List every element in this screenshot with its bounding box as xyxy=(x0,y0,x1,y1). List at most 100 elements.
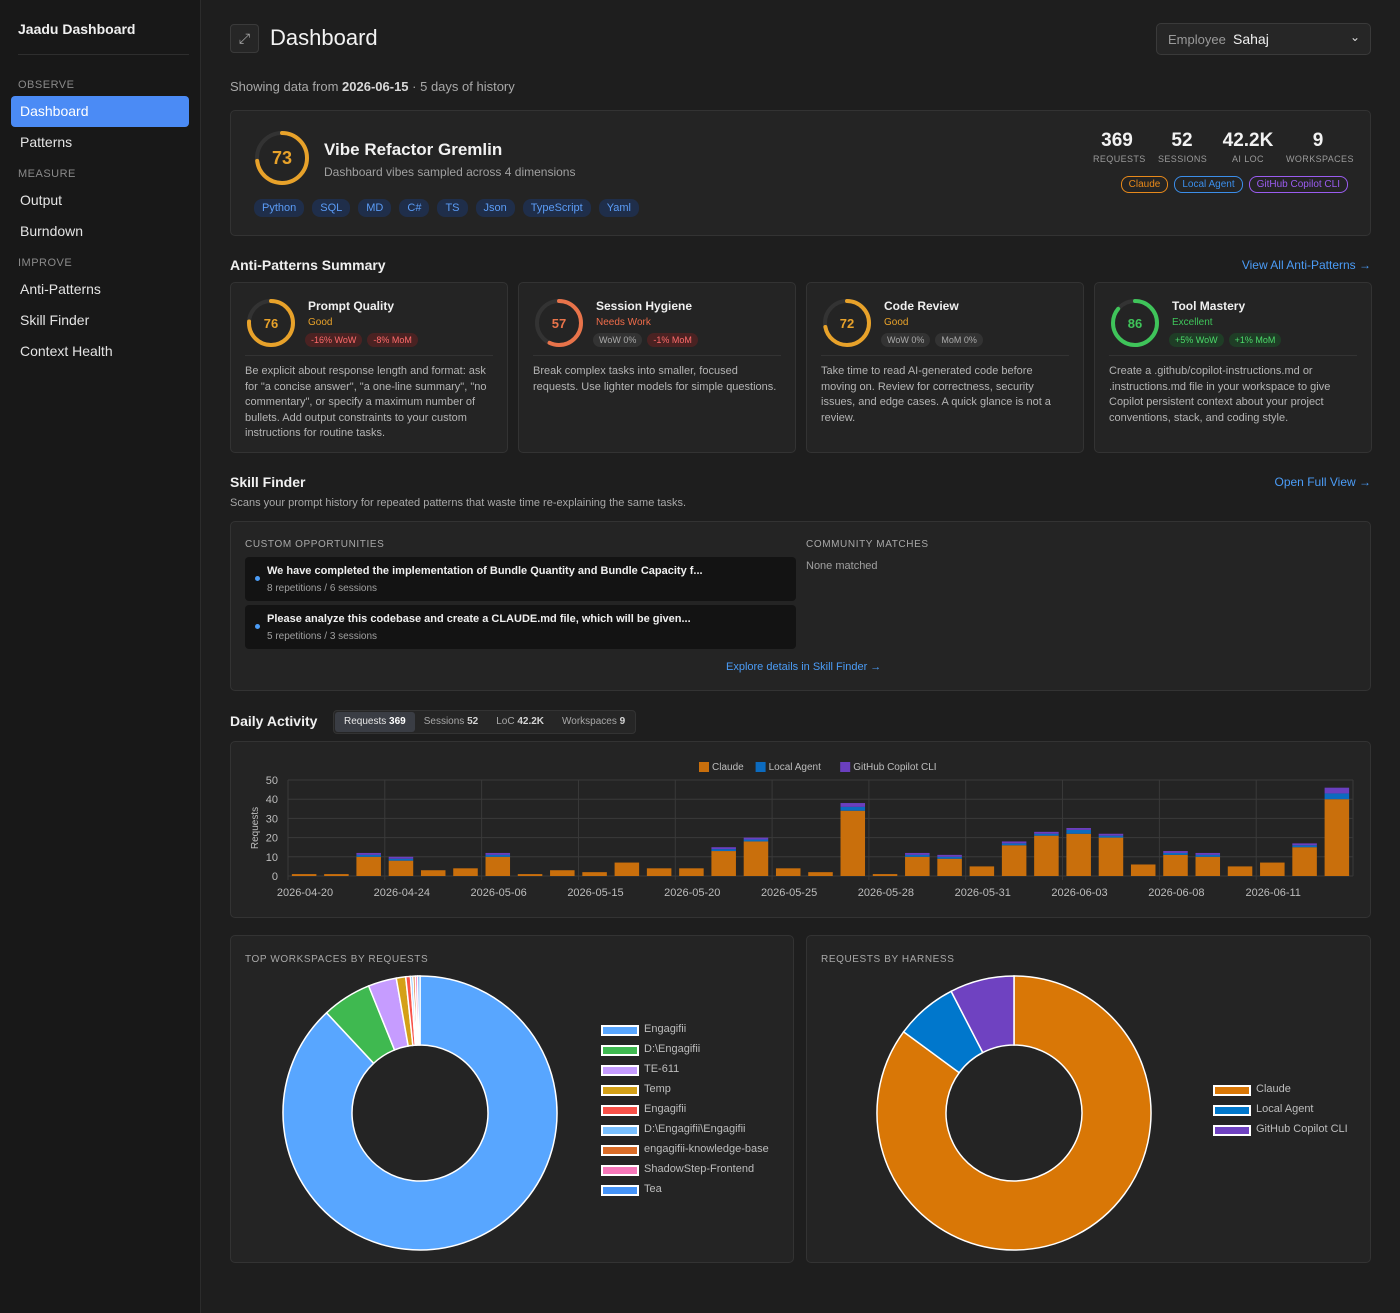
sidebar-item-patterns[interactable]: Patterns xyxy=(20,134,73,150)
bar-segment xyxy=(356,854,381,857)
language-tag: Python xyxy=(254,199,305,217)
bar-segment xyxy=(1034,833,1059,836)
legend-swatch xyxy=(1213,1085,1251,1096)
bar-segment xyxy=(1034,835,1059,876)
bar-segment xyxy=(840,810,866,876)
card-status: Needs Work xyxy=(596,317,651,328)
language-tag: Yaml xyxy=(598,199,639,217)
sidebar-item-context-health[interactable]: Context Health xyxy=(20,343,113,359)
tab-count: 52 xyxy=(467,716,479,727)
anti-pattern-card-tool-mastery[interactable]: 86 Tool Mastery Excellent +5% WoW +1% Mo… xyxy=(1094,282,1372,453)
y-tick-label: 30 xyxy=(266,813,278,825)
legend-label: D:\Engagifii\Engagifii xyxy=(644,1123,746,1135)
legend-swatch xyxy=(755,762,766,772)
anti-pattern-card-prompt-quality[interactable]: 76 Prompt Quality Good -16% WoW -8% MoM … xyxy=(230,282,508,453)
sidebar-item-output[interactable]: Output xyxy=(20,192,63,208)
employee-label: Employee xyxy=(1168,32,1226,47)
legend-label: Claude xyxy=(1256,1083,1291,1095)
score-ring: 86 xyxy=(1109,297,1161,349)
legend-swatch xyxy=(601,1105,639,1116)
bar-segment xyxy=(743,837,769,840)
bar-segment xyxy=(1130,864,1156,876)
legend-label: Tea xyxy=(644,1183,662,1195)
stat-sessions: 52 SESSIONS xyxy=(1158,130,1207,164)
y-tick-label: 0 xyxy=(272,871,278,883)
trend-pill: MoM 0% xyxy=(935,333,983,347)
expand-button[interactable]: ⤢ xyxy=(230,24,259,53)
expand-icon: ⤢ xyxy=(238,30,251,46)
bar-segment xyxy=(614,862,640,876)
legend-label: GitHub Copilot CLI xyxy=(853,762,936,773)
tab-workspaces[interactable]: Workspaces 9 xyxy=(553,712,634,732)
y-tick-label: 40 xyxy=(266,794,278,806)
x-tick-label: 2026-06-03 xyxy=(1051,887,1107,899)
tab-loc[interactable]: LoC 42.2K xyxy=(487,712,553,732)
bar-segment xyxy=(485,854,511,857)
bar-segment xyxy=(1066,828,1091,830)
stat-value: 9 xyxy=(1312,130,1324,151)
card-name: Prompt Quality xyxy=(308,299,395,313)
employee-select[interactable]: Employee Sahaj ⌄ xyxy=(1156,23,1371,55)
legend-label: Local Agent xyxy=(769,762,821,773)
tab-label: LoC xyxy=(496,716,515,727)
anti-pattern-card-session-hygiene[interactable]: 57 Session Hygiene Needs Work WoW 0% -1%… xyxy=(518,282,796,453)
x-tick-label: 2026-06-11 xyxy=(1245,887,1300,899)
brand-title: Jaadu Dashboard xyxy=(18,21,136,37)
bar-segment xyxy=(1260,862,1285,876)
sidebar-item-skill-finder[interactable]: Skill Finder xyxy=(20,312,90,328)
data-range-note: Showing data from 2026-06-15 · 5 days of… xyxy=(230,79,515,94)
sidebar-item-burndown[interactable]: Burndown xyxy=(20,223,84,239)
bar-segment xyxy=(1066,829,1091,834)
open-full-view-link[interactable]: Open Full View → xyxy=(1274,475,1372,489)
y-tick-label: 20 xyxy=(266,833,278,845)
divider xyxy=(533,355,781,356)
tab-sessions[interactable]: Sessions 52 xyxy=(415,712,487,732)
opportunity-meta: 8 repetitions / 6 sessions xyxy=(267,583,378,594)
legend-swatch xyxy=(601,1065,639,1076)
bar-segment xyxy=(582,872,607,876)
x-tick-label: 2026-05-28 xyxy=(858,887,914,899)
bar-segment xyxy=(324,874,349,876)
bullet-dot xyxy=(255,624,260,629)
custom-opportunities-heading: CUSTOM OPPORTUNITIES xyxy=(245,539,385,550)
bar-segment xyxy=(905,856,930,876)
sidebar-item-dashboard[interactable]: Dashboard xyxy=(11,96,189,127)
language-tag: SQL xyxy=(312,199,351,217)
bar-segment xyxy=(388,858,414,861)
bar-segment xyxy=(485,852,511,855)
bar-segment xyxy=(840,803,866,807)
bar-segment xyxy=(485,856,511,876)
sidebar-item-anti-patterns[interactable]: Anti-Patterns xyxy=(20,281,101,297)
explore-skill-finder-link[interactable]: Explore details in Skill Finder → xyxy=(726,661,882,673)
nav-section-improve: IMPROVE xyxy=(18,257,73,269)
profile-name: Vibe Refactor Gremlin xyxy=(324,140,503,159)
tab-requests[interactable]: Requests 369 xyxy=(335,712,415,732)
harness-donut-chart xyxy=(876,975,1152,1251)
opportunity-item[interactable]: Please analyze this codebase and create … xyxy=(245,605,796,649)
range-suffix: · 5 days of history xyxy=(412,79,515,94)
view-all-anti-patterns-link[interactable]: View All Anti-Patterns → xyxy=(1241,258,1371,272)
anti-pattern-card-code-review[interactable]: 72 Code Review Good WoW 0% MoM 0% Take t… xyxy=(806,282,1084,453)
bar-segment xyxy=(775,868,801,876)
language-tags: Python SQL MD C# TS Json TypeScript Yaml xyxy=(254,199,639,217)
metric-tabs: Requests 369 Sessions 52 LoC 42.2K Works… xyxy=(333,710,637,734)
trend-pill: WoW 0% xyxy=(881,333,931,347)
opportunity-item[interactable]: We have completed the implementation of … xyxy=(245,557,796,601)
score-value: 57 xyxy=(551,316,567,331)
language-tag: Json xyxy=(475,199,515,217)
bar-segment xyxy=(711,849,736,852)
bar-segment xyxy=(1195,856,1221,876)
harness-tag-claude: Claude xyxy=(1120,176,1169,193)
bar-segment xyxy=(388,860,414,876)
card-name: Code Review xyxy=(884,299,959,313)
legend-swatch xyxy=(1213,1105,1251,1116)
employee-value: Sahaj xyxy=(1233,31,1269,47)
bar-segment xyxy=(1195,854,1221,857)
bar-segment xyxy=(1001,845,1027,876)
trend-pill: +1% MoM xyxy=(1228,333,1282,347)
legend-label: Temp xyxy=(644,1083,671,1095)
profile-subtitle: Dashboard vibes sampled across 4 dimensi… xyxy=(324,165,576,179)
legend-label: Engagifii xyxy=(644,1103,687,1115)
chart-title: TOP WORKSPACES BY REQUESTS xyxy=(245,954,429,965)
legend-swatch xyxy=(601,1085,639,1096)
